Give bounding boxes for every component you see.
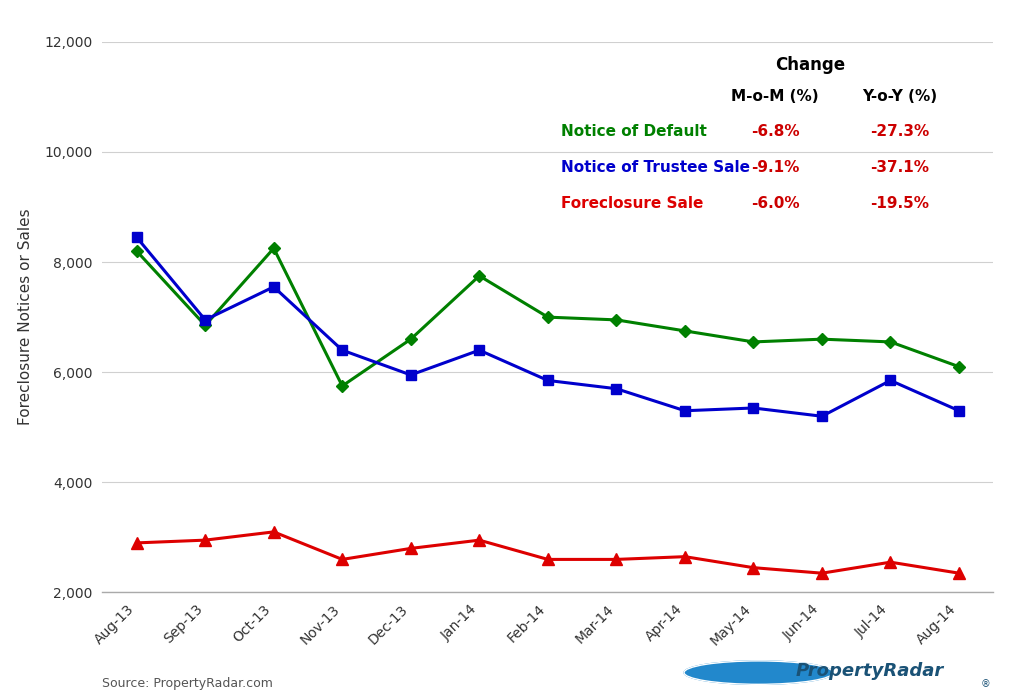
Text: -6.8%: -6.8% (751, 125, 800, 139)
Text: Y-o-Y (%): Y-o-Y (%) (862, 89, 937, 104)
Text: Change: Change (775, 56, 846, 74)
Text: -19.5%: -19.5% (870, 196, 929, 211)
Text: -27.3%: -27.3% (870, 125, 930, 139)
Y-axis label: Foreclosure Notices or Sales: Foreclosure Notices or Sales (18, 209, 34, 425)
Text: ®: ® (980, 680, 990, 689)
Text: Notice of Trustee Sale: Notice of Trustee Sale (561, 160, 751, 175)
Text: M-o-M (%): M-o-M (%) (731, 89, 819, 104)
Circle shape (684, 661, 834, 684)
Text: -9.1%: -9.1% (751, 160, 799, 175)
Text: Foreclosure Sale: Foreclosure Sale (561, 196, 703, 211)
Text: Notice of Default: Notice of Default (561, 125, 708, 139)
Text: -6.0%: -6.0% (751, 196, 800, 211)
Text: -37.1%: -37.1% (870, 160, 929, 175)
Text: Source: PropertyRadar.com: Source: PropertyRadar.com (102, 677, 273, 690)
Text: PropertyRadar: PropertyRadar (796, 661, 944, 680)
